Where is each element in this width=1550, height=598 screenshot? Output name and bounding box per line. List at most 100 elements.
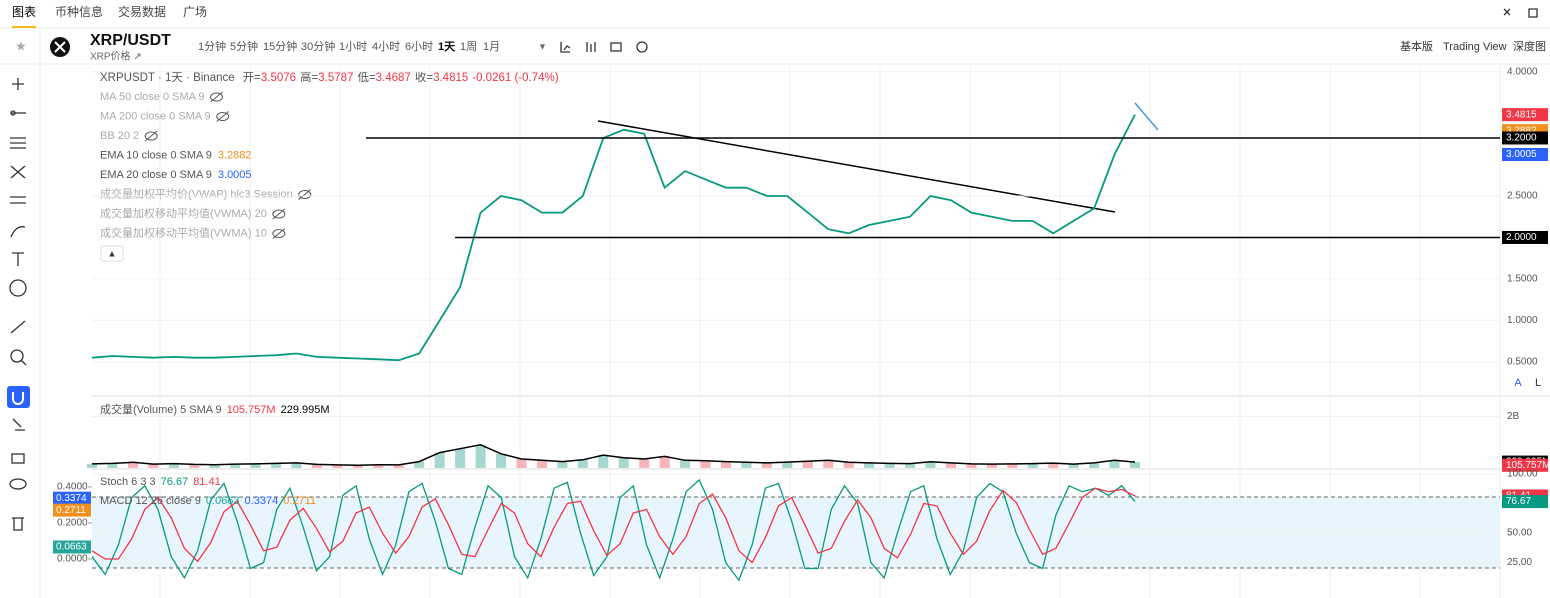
ohlc-label: 低= xyxy=(357,71,375,84)
ohlc-value: 3.4815 xyxy=(433,72,468,84)
indicator-value: 3.2882 xyxy=(218,149,252,161)
series-line xyxy=(91,478,1136,582)
ohlc-value: 3.5787 xyxy=(318,72,353,84)
chart-tools[interactable] xyxy=(560,41,648,53)
volume-bar xyxy=(516,458,527,468)
scale-button[interactable]: A xyxy=(1514,377,1522,389)
eye-icon[interactable] xyxy=(210,92,224,102)
eye-icon[interactable] xyxy=(216,112,230,121)
y2-badge xyxy=(53,540,91,554)
price-badge-label: 3.0005 xyxy=(1506,149,1537,160)
symbol-subtitle: XRP价格 ↗ xyxy=(90,50,142,63)
volume-bar xyxy=(1007,463,1018,468)
y2-badge-label: 0.2711 xyxy=(56,505,86,516)
volume-bar xyxy=(925,461,936,468)
indicator-name: MA 50 close 0 SMA 9 xyxy=(100,91,205,103)
interval[interactable]: 4小时 xyxy=(372,40,400,53)
interval[interactable]: 6小时 xyxy=(405,40,433,53)
volume-bar xyxy=(1068,464,1079,468)
tab[interactable]: 广场 xyxy=(183,5,207,19)
price-badge-label: 2.0000 xyxy=(1506,232,1537,243)
view-option[interactable]: 深度图 xyxy=(1513,39,1546,53)
tab[interactable]: 交易数据 xyxy=(118,4,166,19)
volume-bar xyxy=(761,462,772,468)
pane-title-text: Stoch 6 3 3 xyxy=(100,476,156,488)
eye-slash xyxy=(298,189,312,200)
y2-tick-label: 0.2000 xyxy=(57,518,88,529)
magnet-active[interactable] xyxy=(7,386,30,408)
interval[interactable]: 30分钟 xyxy=(301,39,335,53)
stoch-band xyxy=(92,497,1500,568)
interval[interactable]: 15分钟 xyxy=(263,39,297,53)
y-tick-label: 2.5000 xyxy=(1507,191,1538,202)
volume-bar xyxy=(311,464,322,468)
volume-bar xyxy=(945,462,956,468)
volume-bar xyxy=(271,463,282,468)
volume-bar xyxy=(1089,462,1100,468)
tab[interactable]: 币种信息 xyxy=(55,4,103,19)
volume-bar xyxy=(373,464,384,468)
fullscreen[interactable] xyxy=(1503,8,1538,18)
interval[interactable]: 1天 xyxy=(438,40,456,53)
price-badge xyxy=(1502,230,1548,244)
volume-bar xyxy=(966,463,977,468)
y-tick-label: 2B xyxy=(1507,411,1520,422)
legend-header: XRPUSDT · 1天 · Binance 开=3.5076 高=3.5787 低=… xyxy=(100,70,559,84)
volume-bar xyxy=(250,463,261,468)
eye-icon[interactable] xyxy=(298,190,312,199)
volume-bar xyxy=(209,464,220,468)
price-badge-label: 3.4815 xyxy=(1506,109,1537,120)
volume-bar xyxy=(557,461,568,468)
scale-button[interactable]: L xyxy=(1535,377,1541,389)
price-badge-label: 105.757M xyxy=(1506,460,1550,471)
volume-bar xyxy=(352,465,363,468)
indicator: MA 50 close 0 SMA 9 xyxy=(100,91,205,103)
indicator: EMA 10 close 0 SMA 9 3.2882 xyxy=(100,149,252,161)
volume-bar xyxy=(536,460,547,468)
volume-bar xyxy=(127,462,138,468)
pane-subtitle: MACD 12 26 close 9 0.0663 0.3374 0.2711 xyxy=(100,495,316,507)
pane-title: Stoch 6 3 3 76.67 81.41 xyxy=(100,476,221,488)
view-option[interactable]: 基本版 xyxy=(1400,39,1433,53)
favorite[interactable]: ★ xyxy=(15,38,27,53)
eye-icon[interactable] xyxy=(144,131,158,141)
indicator-name: MA 200 close 0 SMA 9 xyxy=(100,110,211,122)
volume-bar xyxy=(700,460,711,468)
indicator: 成交量加权平均价(VWAP) hlc3 Session xyxy=(100,186,293,200)
trend-line xyxy=(597,120,1116,213)
interval[interactable]: 5分钟 xyxy=(230,39,258,53)
volume-bar xyxy=(291,462,302,468)
y-tick-label: 50.00 xyxy=(1507,528,1532,539)
volume-bar xyxy=(86,463,98,468)
eye-slash xyxy=(272,208,286,220)
view-option[interactable]: Trading View xyxy=(1443,41,1507,53)
change: -0.0261 (-0.74%) xyxy=(472,72,558,84)
interval[interactable]: 1小时 xyxy=(339,40,367,53)
collapse-button[interactable] xyxy=(100,245,124,262)
pane-value: 0.0663 xyxy=(206,495,240,507)
tab[interactable]: 图表 xyxy=(12,5,36,19)
series-line xyxy=(91,487,1136,564)
interval[interactable]: 1周 xyxy=(460,40,477,53)
volume-bar xyxy=(741,462,752,468)
indicator: 成交量加权移动平均值(VWMA) 20 xyxy=(100,206,267,220)
volume-bar xyxy=(393,464,404,468)
indicator: 成交量加权移动平均值(VWMA) 10 xyxy=(100,225,267,239)
dropdown[interactable]: ▼ xyxy=(538,41,547,51)
collapse-icon: ▲ xyxy=(108,248,117,258)
volume-bar xyxy=(1027,463,1038,468)
volume-bar xyxy=(475,444,486,468)
interval[interactable]: 1月 xyxy=(483,41,500,53)
price-badge xyxy=(1502,148,1548,162)
interval[interactable]: 1分钟 xyxy=(198,39,226,53)
eye-icon[interactable] xyxy=(272,209,286,219)
volume-bar xyxy=(455,448,466,468)
eye-icon[interactable] xyxy=(272,229,286,238)
indicator-name: 成交量加权平均价(VWAP) hlc3 Session xyxy=(100,186,293,200)
volume-bar xyxy=(434,452,445,468)
pane-value: 0.3374 xyxy=(245,495,279,507)
pane-value: 0.2711 xyxy=(283,495,316,507)
toolbar[interactable] xyxy=(9,78,27,531)
